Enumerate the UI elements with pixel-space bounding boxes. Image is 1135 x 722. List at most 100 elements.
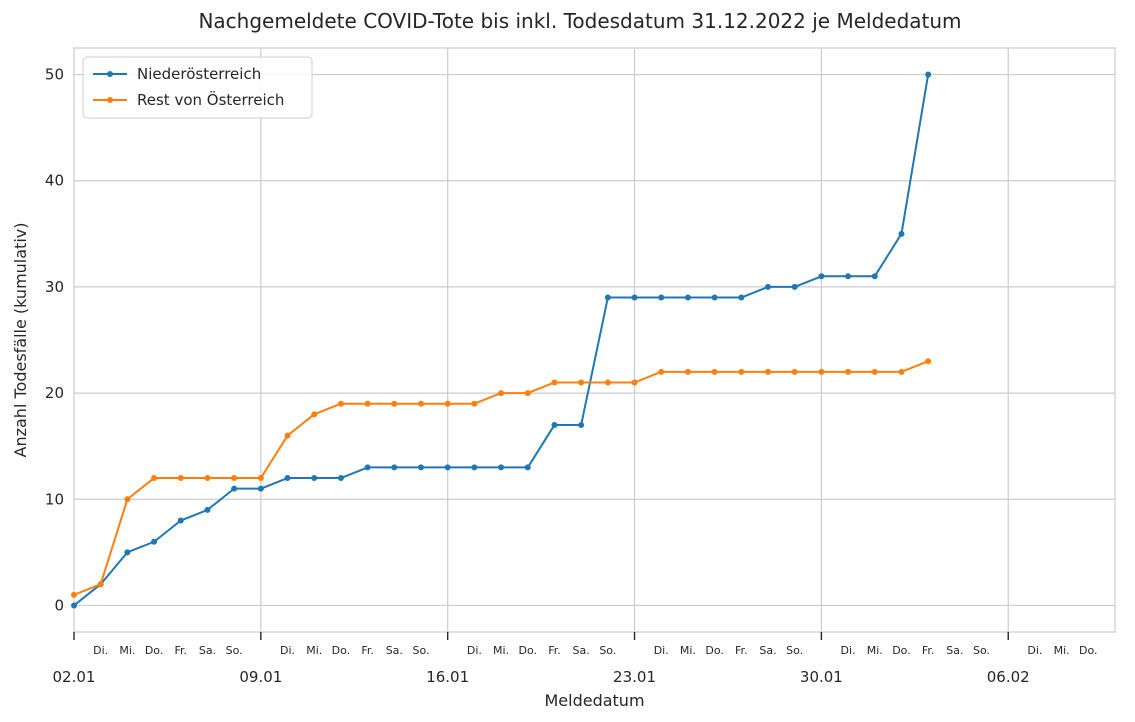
x-minor-tick-label: So. — [973, 644, 990, 657]
data-point — [204, 475, 211, 482]
series-line — [73, 74, 930, 607]
x-minor-tick-label: Sa. — [759, 644, 776, 657]
plot-area — [73, 47, 1116, 633]
x-minor-tick-label: Di. — [841, 644, 856, 657]
x-minor-tick-label: Sa. — [573, 644, 590, 657]
x-minor-tick-label: So. — [599, 644, 616, 657]
x-minor-tick-label: Fr. — [548, 644, 561, 657]
data-point — [71, 591, 77, 598]
series-group — [71, 358, 932, 598]
series-layer — [71, 71, 932, 609]
x-minor-tick-label: Mi. — [1054, 644, 1070, 657]
y-tick-label: 0 — [54, 596, 64, 614]
x-minor-tick-label: Do. — [332, 644, 351, 657]
x-minor-tick-label: Sa. — [946, 644, 963, 657]
y-axis-label: Anzahl Todesfälle (kumulativ) — [11, 223, 30, 458]
data-point — [231, 485, 238, 492]
data-point — [818, 368, 825, 375]
x-major-tick-label: 16.01 — [426, 668, 469, 686]
data-point — [71, 602, 77, 609]
data-point — [151, 538, 158, 545]
chart-title: Nachgemeldete COVID-Tote bis inkl. Todes… — [198, 9, 961, 33]
data-point — [871, 368, 878, 375]
data-point — [925, 71, 932, 78]
data-point — [871, 273, 878, 280]
x-minor-tick-label: Do. — [1079, 644, 1098, 657]
data-point — [551, 379, 558, 386]
x-minor-tick-label: So. — [412, 644, 429, 657]
x-minor-tick-label: Fr. — [922, 644, 935, 657]
data-point — [471, 464, 478, 471]
data-point — [791, 368, 798, 375]
data-point — [604, 379, 611, 386]
data-point — [284, 432, 291, 439]
x-minor-tick-label: Sa. — [199, 644, 216, 657]
data-point — [765, 368, 771, 375]
x-major-tick-label: 02.01 — [53, 668, 96, 686]
data-point — [711, 368, 718, 375]
x-minor-tick-label: Do. — [519, 644, 538, 657]
data-point — [124, 496, 131, 503]
data-point — [684, 368, 691, 375]
x-minor-tick-label: Di. — [1027, 644, 1042, 657]
data-point — [391, 400, 398, 407]
x-minor-tick-label: Di. — [280, 644, 295, 657]
legend-label: Rest von Österreich — [137, 90, 284, 109]
data-point — [471, 400, 478, 407]
data-point — [418, 464, 424, 471]
legend: Niederösterreich Rest von Österreich — [82, 56, 313, 119]
y-tick-label: 50 — [45, 66, 64, 84]
data-point — [204, 506, 211, 513]
y-tick-label: 10 — [45, 490, 64, 508]
x-major-tick-label: 06.02 — [987, 668, 1030, 686]
data-point — [604, 294, 611, 301]
data-point — [444, 400, 451, 407]
data-point — [391, 464, 398, 471]
data-point — [311, 475, 318, 482]
data-point — [337, 400, 344, 407]
x-minor-tick-label: Do. — [705, 644, 724, 657]
x-minor-tick-label: Do. — [145, 644, 164, 657]
x-minor-tick-label: Mi. — [867, 644, 883, 657]
x-minor-tick-label: Di. — [93, 644, 108, 657]
legend-box — [82, 56, 313, 119]
data-point — [818, 273, 825, 280]
data-point — [578, 421, 585, 428]
x-minor-tick-label: Mi. — [493, 644, 509, 657]
data-point — [284, 475, 291, 482]
data-point — [578, 379, 585, 386]
x-minor-tick-label: Di. — [467, 644, 482, 657]
data-point — [444, 464, 451, 471]
data-point — [311, 411, 318, 418]
y-tick-label: 30 — [45, 278, 64, 296]
x-minor-tick-label: Do. — [892, 644, 911, 657]
data-point — [765, 283, 771, 290]
legend-marker — [107, 71, 113, 77]
series-line — [73, 360, 929, 596]
data-point — [524, 464, 531, 471]
legend-label: Niederösterreich — [137, 65, 261, 83]
x-minor-tick-label: Mi. — [306, 644, 322, 657]
x-minor-tick-label: Mi. — [680, 644, 696, 657]
data-point — [177, 475, 184, 482]
y-tick-label: 40 — [45, 172, 64, 190]
x-axis-label: Meldedatum — [544, 691, 644, 710]
data-point — [177, 517, 184, 524]
x-major-tick-label: 30.01 — [800, 668, 843, 686]
series-group — [71, 71, 932, 609]
data-point — [124, 549, 131, 556]
data-point — [97, 581, 104, 588]
x-minor-tick-label: Fr. — [735, 644, 748, 657]
data-point — [498, 390, 505, 397]
data-point — [791, 283, 798, 290]
data-point — [257, 485, 264, 492]
x-minor-tick-label: Sa. — [386, 644, 403, 657]
data-point — [658, 294, 665, 301]
data-point — [738, 368, 745, 375]
data-point — [524, 390, 531, 397]
data-point — [631, 379, 638, 386]
x-minor-tick-label: Fr. — [361, 644, 374, 657]
data-point — [231, 475, 238, 482]
data-point — [845, 368, 852, 375]
